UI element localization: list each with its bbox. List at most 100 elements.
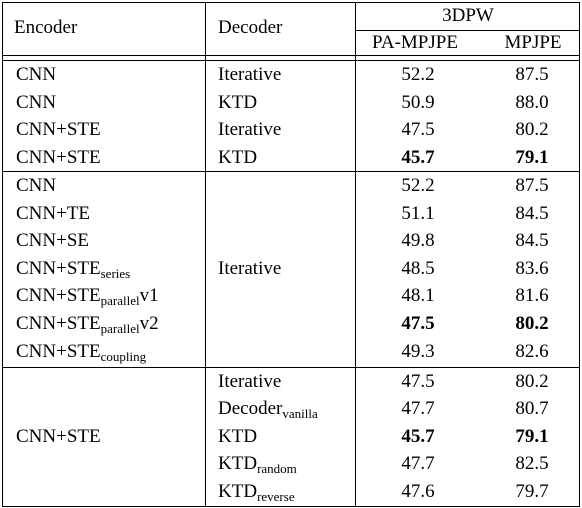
decoder-cell: KTD	[218, 147, 257, 169]
decoder-cell: KTDreverse	[218, 481, 295, 503]
header-mpjpe: MPJPE	[504, 32, 562, 53]
encoder-cell: CNN+SE	[16, 230, 89, 252]
pa-mpjpe-value: 47.5	[401, 313, 435, 334]
encoder-cell: CNN+STEseries	[16, 258, 130, 280]
mpjpe-value: 80.2	[515, 371, 549, 392]
mpjpe-value: 82.5	[515, 453, 549, 475]
rule-header-bottom	[2, 55, 580, 56]
vrule-decoder-metrics	[355, 2, 356, 507]
pa-mpjpe-value: 52.2	[401, 64, 435, 85]
cell-subscript: parallel	[100, 293, 140, 309]
cell-suffix: v1	[139, 285, 159, 307]
pa-mpjpe-value: 50.9	[401, 91, 435, 113]
cell-text: CNN	[16, 91, 57, 113]
mpjpe-value: 80.2	[515, 119, 549, 141]
cell-text: Iterative	[218, 371, 282, 392]
pa-mpjpe-value: 47.7	[401, 398, 435, 420]
rule-group2-bottom	[2, 367, 580, 368]
header-decoder: Decoder	[218, 17, 283, 38]
cell-text: CNN+SE	[16, 230, 90, 252]
mpjpe-value: 83.6	[515, 257, 549, 279]
encoder-cell: CNN+STEparallelv2	[16, 313, 159, 335]
encoder-cell: CNN+STE	[16, 147, 101, 169]
shared-decoder: Iterative	[218, 257, 282, 279]
cell-text: Decoder	[218, 398, 283, 420]
header-encoder: Encoder	[14, 17, 78, 38]
encoder-cell: CNN	[16, 175, 56, 197]
mpjpe-value: 79.1	[515, 146, 549, 168]
cell-text: KTD	[218, 453, 258, 475]
decoder-cell: KTD	[218, 426, 257, 448]
vrule-encoder-decoder	[205, 2, 206, 507]
cell-text: KTD	[218, 425, 258, 447]
cell-text: CNN+STE	[16, 285, 101, 307]
mpjpe-value: 82.6	[515, 340, 549, 362]
mpjpe-value: 84.5	[515, 230, 549, 252]
pa-mpjpe-value: 52.2	[401, 175, 435, 196]
pa-mpjpe-value: 47.5	[401, 371, 435, 392]
rule-top	[2, 2, 580, 3]
vrule-right	[579, 2, 580, 507]
cell-subscript: series	[100, 265, 131, 281]
cell-text: CNN	[16, 175, 57, 196]
pa-mpjpe-value: 45.7	[401, 146, 435, 168]
rule-3dpw-underline	[355, 30, 580, 31]
cell-text: Iterative	[218, 64, 282, 85]
rule-header-gap	[2, 60, 580, 61]
decoder-cell: KTDrandom	[218, 453, 297, 475]
cell-text: KTD	[218, 480, 258, 502]
mpjpe-value: 79.1	[515, 425, 549, 447]
encoder-cell: CNN+STEparallelv1	[16, 285, 159, 307]
decoder-cell: KTD	[218, 92, 257, 114]
pa-mpjpe-value: 48.1	[401, 285, 435, 307]
encoder-cell: CNN+STEcoupling	[16, 341, 146, 363]
mpjpe-value: 84.5	[515, 202, 549, 224]
cell-text: KTD	[218, 146, 258, 168]
cell-subscript: reverse	[257, 488, 295, 504]
cell-text: CNN+STE	[16, 146, 101, 168]
pa-mpjpe-value: 48.5	[401, 257, 435, 279]
decoder-cell: Iterative	[218, 371, 281, 393]
mpjpe-value: 81.6	[515, 285, 549, 307]
pa-mpjpe-value: 49.3	[401, 340, 435, 362]
mpjpe-value: 80.2	[515, 313, 549, 334]
pa-mpjpe-value: 47.5	[401, 119, 435, 141]
cell-subscript: random	[257, 461, 297, 477]
cell-subscript: parallel	[100, 321, 140, 336]
cell-text: CNN+STE	[16, 313, 101, 334]
encoder-cell: CNN	[16, 64, 56, 86]
shared-encoder: CNN+STE	[16, 425, 101, 447]
encoder-cell: CNN	[16, 92, 56, 114]
cell-subscript: coupling	[100, 348, 147, 364]
header-dataset: 3DPW	[442, 5, 494, 26]
encoder-cell: CNN+STE	[16, 119, 101, 141]
cell-text: CNN+STE	[16, 340, 101, 362]
pa-mpjpe-value: 49.8	[401, 230, 435, 252]
rule-group1-bottom	[2, 171, 580, 172]
cell-suffix: v2	[139, 313, 159, 334]
cell-text: CNN+STE	[16, 119, 101, 141]
pa-mpjpe-value: 45.7	[401, 425, 435, 447]
rule-bottom	[2, 506, 580, 507]
mpjpe-value: 87.5	[515, 175, 549, 196]
pa-mpjpe-value: 47.6	[401, 480, 435, 502]
header-pa-mpjpe: PA-MPJPE	[372, 32, 458, 53]
cell-subscript: vanilla	[282, 406, 318, 422]
cell-text: CNN+TE	[16, 202, 91, 224]
decoder-cell: Decodervanilla	[218, 398, 318, 420]
pa-mpjpe-value: 51.1	[401, 202, 435, 224]
cell-text: KTD	[218, 91, 258, 113]
mpjpe-value: 80.7	[515, 398, 549, 420]
decoder-cell: Iterative	[218, 119, 281, 141]
mpjpe-value: 88.0	[515, 91, 549, 113]
cell-text: CNN	[16, 64, 57, 85]
cell-text: Iterative	[218, 119, 282, 141]
encoder-cell: CNN+TE	[16, 203, 90, 225]
mpjpe-value: 79.7	[515, 480, 549, 502]
mpjpe-value: 87.5	[515, 64, 549, 85]
decoder-cell: Iterative	[218, 64, 281, 86]
cell-text: CNN+STE	[16, 257, 101, 279]
pa-mpjpe-value: 47.7	[401, 453, 435, 475]
vrule-left	[2, 2, 3, 507]
